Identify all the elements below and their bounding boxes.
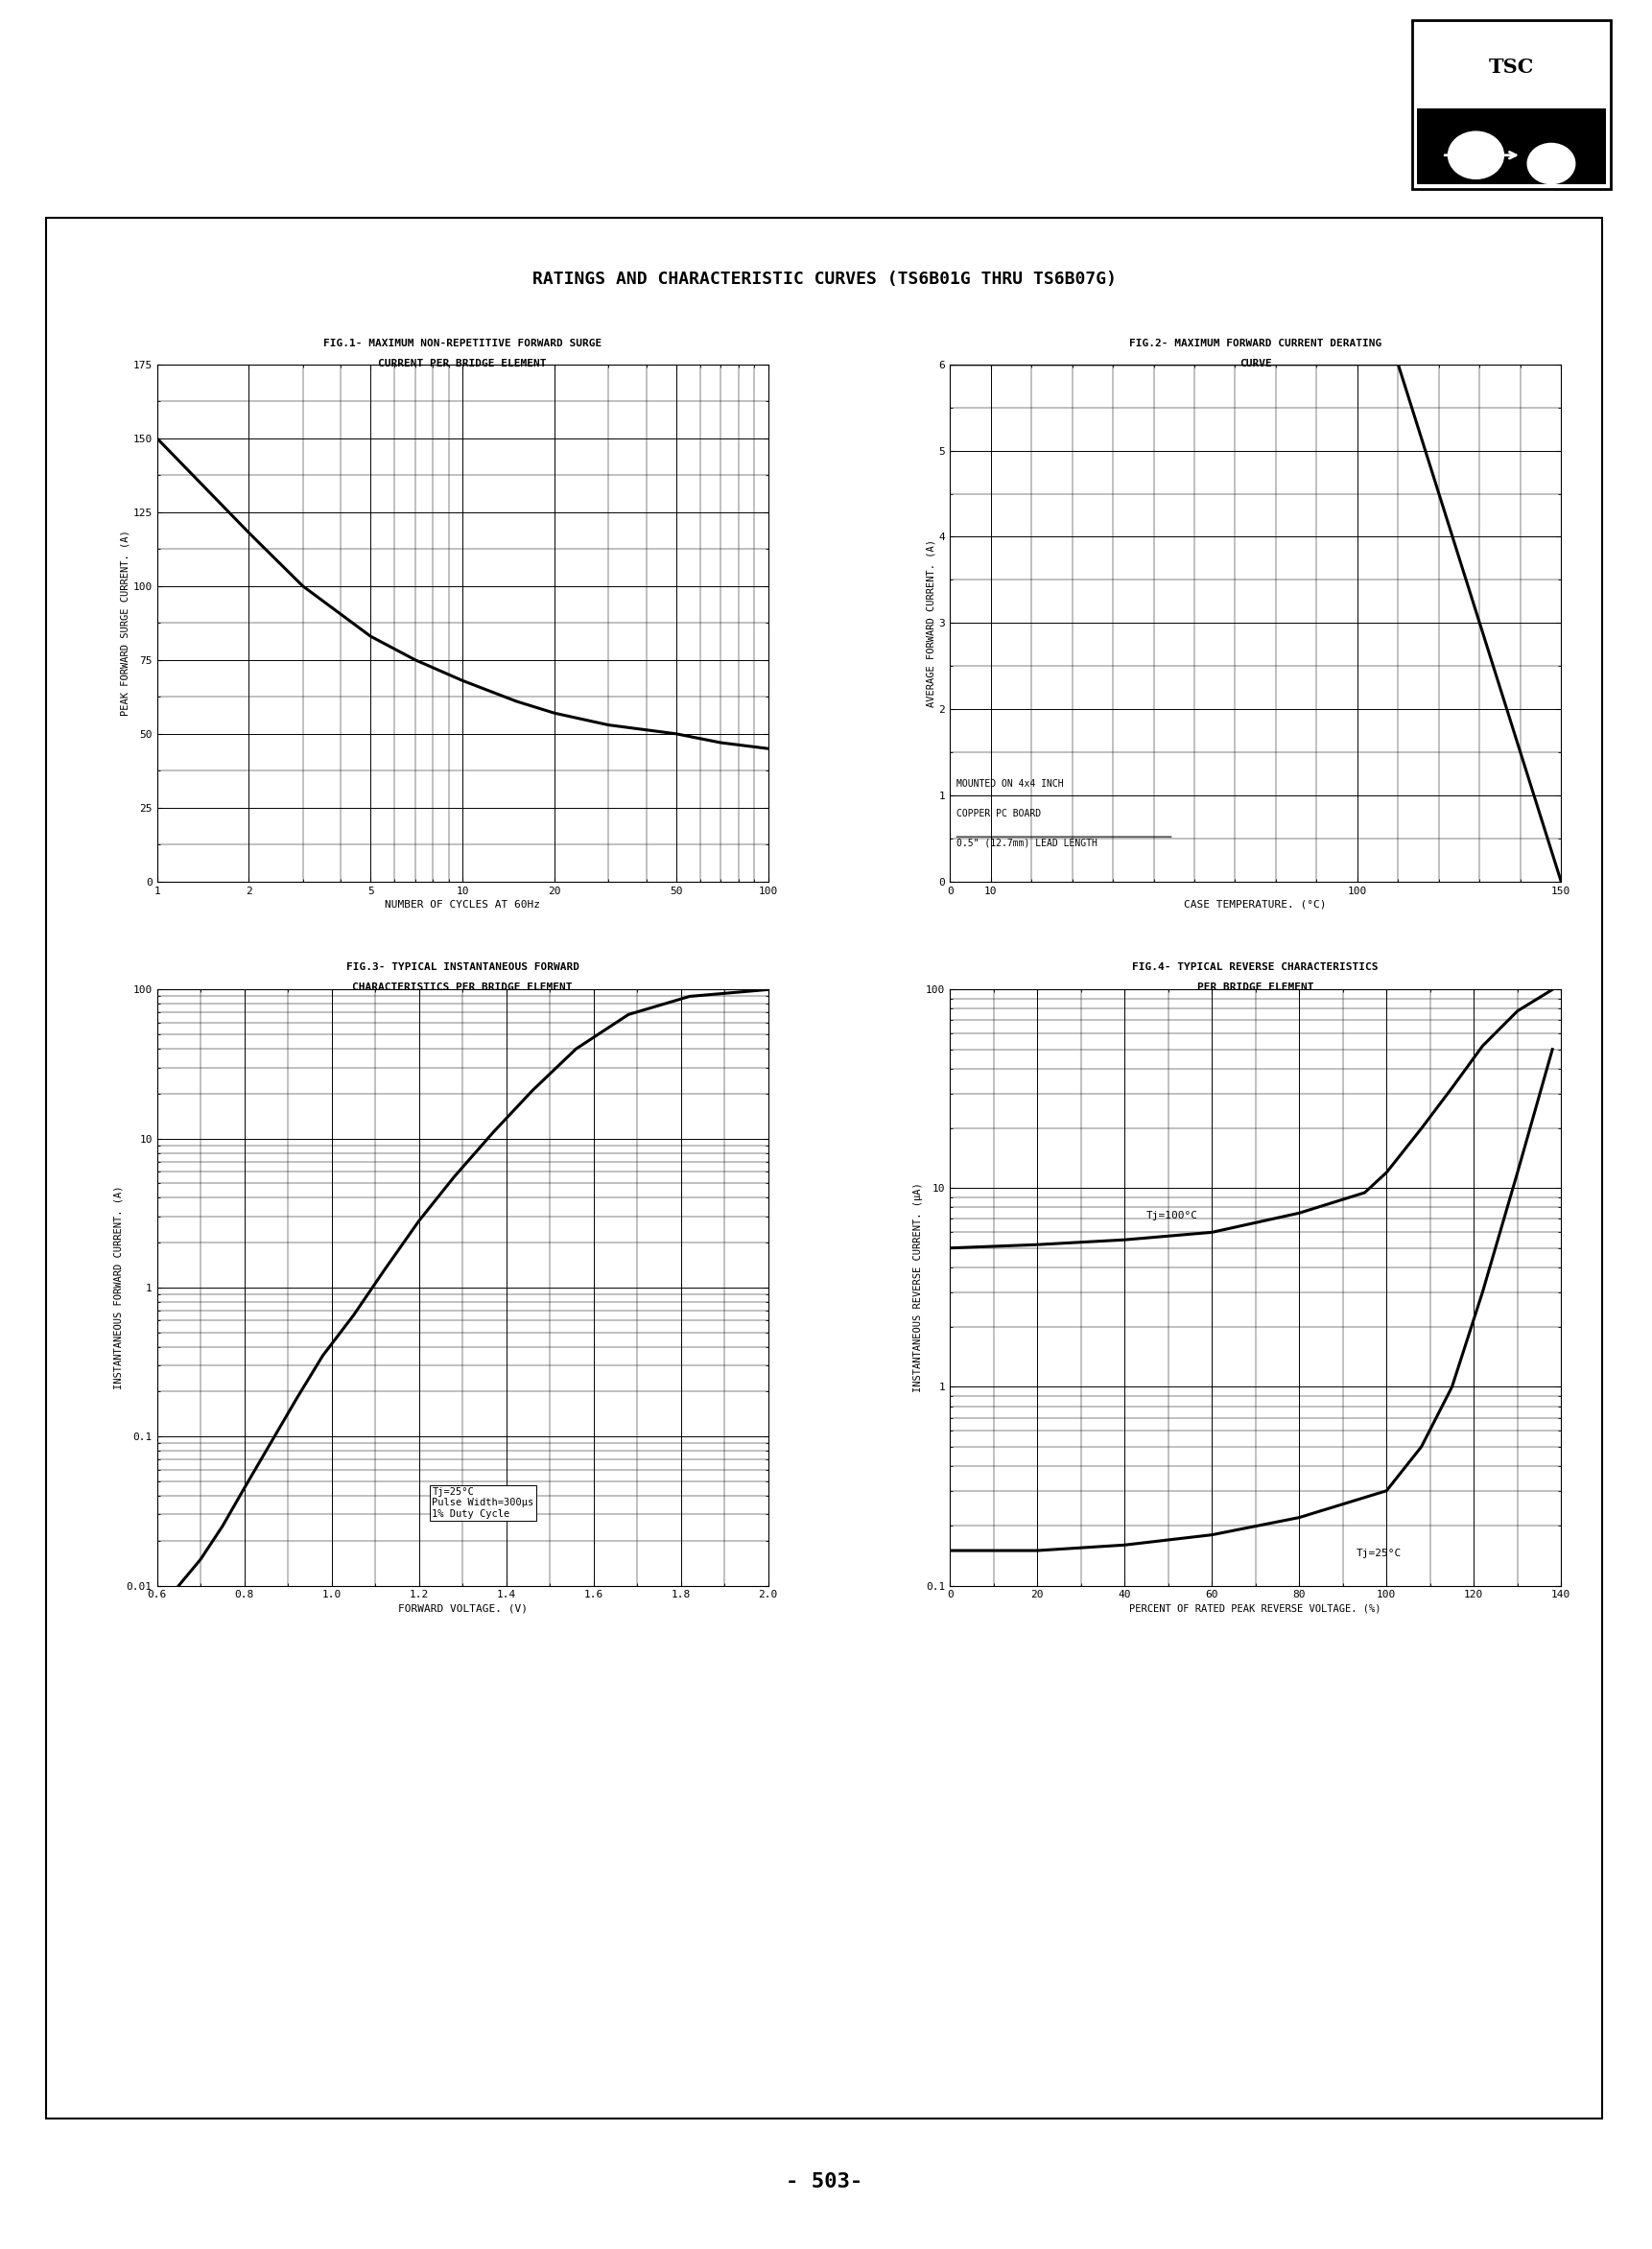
Text: FIG.1- MAXIMUM NON-REPETITIVE FORWARD SURGE: FIG.1- MAXIMUM NON-REPETITIVE FORWARD SU… (324, 340, 601, 349)
Text: TSC: TSC (1488, 58, 1535, 76)
FancyArrowPatch shape (1446, 153, 1517, 157)
Text: - 503-: - 503- (786, 2173, 862, 2191)
FancyBboxPatch shape (1417, 119, 1606, 184)
Ellipse shape (1449, 130, 1503, 180)
Text: CHARACTERISTICS PER BRIDGE ELEMENT: CHARACTERISTICS PER BRIDGE ELEMENT (352, 983, 573, 992)
Text: FIG.4- TYPICAL REVERSE CHARACTERISTICS: FIG.4- TYPICAL REVERSE CHARACTERISTICS (1133, 963, 1378, 972)
Text: Tj=25°C
Pulse Width=300μs
1% Duty Cycle: Tj=25°C Pulse Width=300μs 1% Duty Cycle (433, 1487, 534, 1518)
Text: Tj=100°C: Tj=100°C (1146, 1212, 1198, 1221)
X-axis label: CASE TEMPERATURE. (°C): CASE TEMPERATURE. (°C) (1184, 900, 1327, 909)
Text: MOUNTED ON 4x4 INCH: MOUNTED ON 4x4 INCH (957, 778, 1064, 789)
FancyBboxPatch shape (1412, 20, 1611, 189)
Text: RATINGS AND CHARACTERISTIC CURVES (TS6B01G THRU TS6B07G): RATINGS AND CHARACTERISTIC CURVES (TS6B0… (532, 270, 1117, 288)
Text: Tj=25°C: Tj=25°C (1356, 1550, 1401, 1559)
Text: PER BRIDGE ELEMENT: PER BRIDGE ELEMENT (1198, 983, 1313, 992)
X-axis label: FORWARD VOLTAGE. (V): FORWARD VOLTAGE. (V) (398, 1604, 527, 1613)
Text: 0.5" (12.7mm) LEAD LENGTH: 0.5" (12.7mm) LEAD LENGTH (957, 837, 1097, 848)
Y-axis label: AVERAGE FORWARD CURRENT. (A): AVERAGE FORWARD CURRENT. (A) (927, 540, 937, 706)
Ellipse shape (1528, 144, 1574, 184)
Text: CURRENT PER BRIDGE ELEMENT: CURRENT PER BRIDGE ELEMENT (378, 360, 547, 369)
X-axis label: NUMBER OF CYCLES AT 60Hz: NUMBER OF CYCLES AT 60Hz (385, 900, 540, 909)
Text: FIG.3- TYPICAL INSTANTANEOUS FORWARD: FIG.3- TYPICAL INSTANTANEOUS FORWARD (345, 963, 580, 972)
Text: CURVE: CURVE (1239, 360, 1272, 369)
Y-axis label: INSTANTANEOUS FORWARD CURRENT. (A): INSTANTANEOUS FORWARD CURRENT. (A) (114, 1185, 124, 1390)
FancyBboxPatch shape (46, 218, 1602, 2119)
FancyBboxPatch shape (1417, 108, 1606, 124)
Y-axis label: PEAK FORWARD SURGE CURRENT. (A): PEAK FORWARD SURGE CURRENT. (A) (121, 531, 131, 715)
Y-axis label: INSTANTANEOUS REVERSE CURRENT. (μA): INSTANTANEOUS REVERSE CURRENT. (μA) (914, 1183, 923, 1392)
Text: COPPER PC BOARD: COPPER PC BOARD (957, 810, 1041, 819)
Text: FIG.2- MAXIMUM FORWARD CURRENT DERATING: FIG.2- MAXIMUM FORWARD CURRENT DERATING (1130, 340, 1381, 349)
X-axis label: PERCENT OF RATED PEAK REVERSE VOLTAGE. (%): PERCENT OF RATED PEAK REVERSE VOLTAGE. (… (1130, 1604, 1381, 1613)
